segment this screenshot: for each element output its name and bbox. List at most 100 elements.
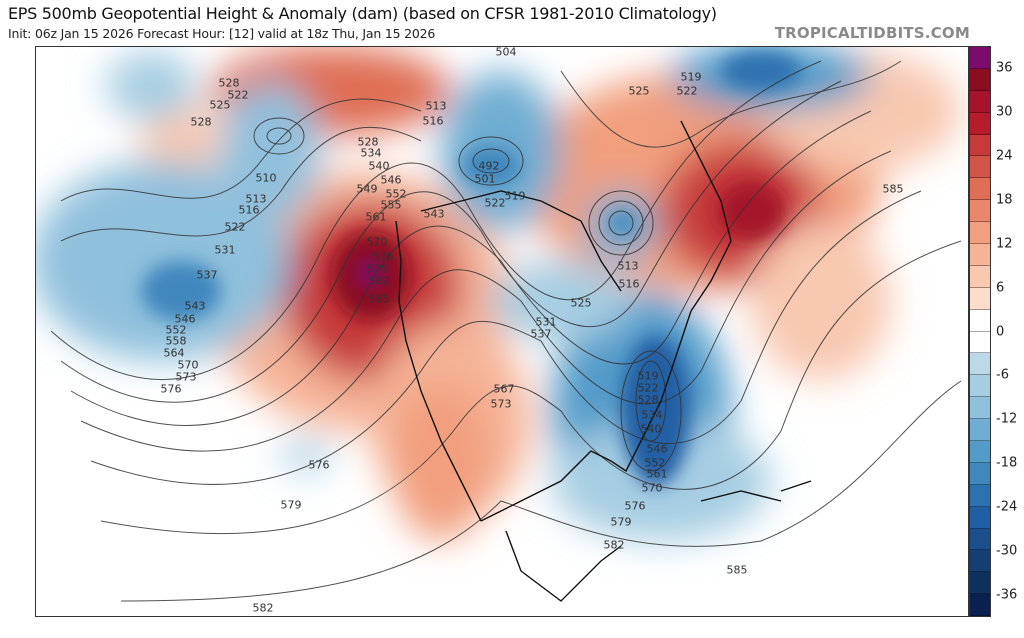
colorbar-tick-label: -30 (996, 543, 1018, 559)
contour-label: 516 (238, 203, 260, 217)
contour-label: 549 (356, 182, 378, 196)
contour-label: 576 (308, 458, 330, 472)
contour-label: 522 (227, 88, 249, 102)
contour-label: 528 (218, 76, 240, 90)
contour-label: 558 (165, 334, 187, 348)
contour-label: 546 (646, 442, 668, 456)
contour-label: 576 (372, 250, 394, 264)
colorbar-swatch (970, 375, 990, 398)
colorbar-tick-label: -12 (996, 411, 1018, 427)
contour-label: 516 (618, 277, 640, 291)
colorbar-swatch (970, 506, 990, 529)
contour-label: 528 (357, 135, 379, 149)
contour-label: 546 (174, 312, 196, 326)
contour-label: 582 (368, 274, 390, 288)
contour-label: 519 (637, 369, 659, 383)
colorbar-tick-label: 30 (996, 104, 1013, 120)
contour-label: 504 (495, 46, 517, 59)
contour-label: 510 (255, 171, 277, 185)
contour-label: 543 (184, 299, 206, 313)
contour-label: 552 (385, 187, 407, 201)
colorbar-swatch (970, 309, 990, 332)
anomaly-map: 528 522 525 528 510 513 516 522 531 537 543 546 552 5… (35, 46, 969, 617)
contour-label: 522 (484, 196, 506, 210)
map-subtitle: Init: 06z Jan 15 2026 Forecast Hour: [12… (8, 26, 436, 41)
contour-label: 543 (423, 207, 445, 221)
colorbar-swatch (970, 134, 990, 157)
contour-label: 579 (280, 498, 302, 512)
contour-label: 552 (644, 456, 666, 470)
contour-label: 513 (245, 192, 267, 206)
contour-label: 573 (490, 397, 512, 411)
contour-label: 516 (422, 114, 444, 128)
map-title: EPS 500mb Geopotential Height & Anomaly … (8, 4, 717, 23)
colorbar-swatch (970, 287, 990, 310)
contour-label: 534 (360, 146, 382, 160)
contour-label: 570 (177, 358, 199, 372)
colorbar (969, 46, 991, 617)
colorbar-swatch (970, 462, 990, 485)
contour-label: 540 (640, 422, 662, 436)
contour-label: 501 (474, 172, 496, 186)
colorbar-swatch (970, 222, 990, 245)
contour-label: 537 (196, 268, 218, 282)
colorbar-swatch (970, 419, 990, 442)
contour-label: 564 (163, 346, 185, 360)
contour-label: 531 (535, 315, 557, 329)
colorbar-tick-label: 36 (996, 60, 1013, 76)
colorbar-swatch (970, 331, 990, 354)
contour-label: 576 (160, 382, 182, 396)
contour-label: 534 (641, 408, 663, 422)
contour-label: 522 (637, 381, 659, 395)
colorbar-tick-label: -6 (996, 367, 1009, 383)
contour-label: 522 (224, 220, 246, 234)
colorbar-tick-label: 12 (996, 236, 1013, 252)
colorbar-swatch (970, 112, 990, 135)
contour-label: 570 (366, 235, 388, 249)
contour-label: 576 (624, 499, 646, 513)
contour-label: 513 (425, 99, 447, 113)
colorbar-tick-label: 24 (996, 148, 1013, 164)
contour-label: 552 (165, 323, 187, 337)
contour-label: 513 (617, 259, 639, 273)
colorbar-swatch (970, 441, 990, 463)
contour-label: 528 (190, 115, 212, 129)
anomaly-field (36, 47, 962, 602)
colorbar-tick-label: 6 (996, 280, 1005, 296)
contour-label: 528 (637, 393, 659, 407)
contour-label: 585 (726, 563, 748, 577)
colorbar-swatch (970, 594, 990, 617)
contour-label: 582 (252, 601, 274, 615)
contour-label: 579 (610, 515, 632, 529)
contour-label: 537 (530, 327, 552, 341)
contour-label: 573 (175, 370, 197, 384)
contour-label: 525 (628, 84, 650, 98)
contour-label: 519 (504, 189, 526, 203)
colorbar-swatch (970, 68, 990, 91)
colorbar-swatch (970, 200, 990, 223)
colorbar-swatch (970, 244, 990, 266)
contour-label: 525 (570, 296, 592, 310)
brand-watermark: TROPICALTIDBITS.COM (774, 24, 970, 42)
contour-label: 546 (380, 173, 402, 187)
contour-label: 492 (478, 159, 500, 173)
colorbar-swatch (970, 353, 990, 376)
colorbar-swatch (970, 90, 990, 113)
contour-label: 540 (368, 159, 390, 173)
contour-label: 561 (365, 210, 387, 224)
contour-label: 555 (380, 198, 402, 212)
colorbar-tick-label: 18 (996, 192, 1013, 208)
contour-label: 567 (493, 382, 515, 396)
colorbar-tick-label: 0 (996, 324, 1005, 339)
colorbar-swatch (970, 47, 990, 69)
colorbar-swatch (970, 397, 990, 420)
contour-label: 585 (882, 182, 904, 196)
contour-label: 531 (214, 243, 236, 257)
colorbar-swatch (970, 550, 990, 573)
colorbar-swatch (970, 265, 990, 288)
colorbar-swatch (970, 178, 990, 201)
colorbar-swatch (970, 572, 990, 595)
colorbar-swatch (970, 528, 990, 551)
contour-label: 525 (209, 98, 231, 112)
contour-label: 579 (366, 262, 388, 276)
